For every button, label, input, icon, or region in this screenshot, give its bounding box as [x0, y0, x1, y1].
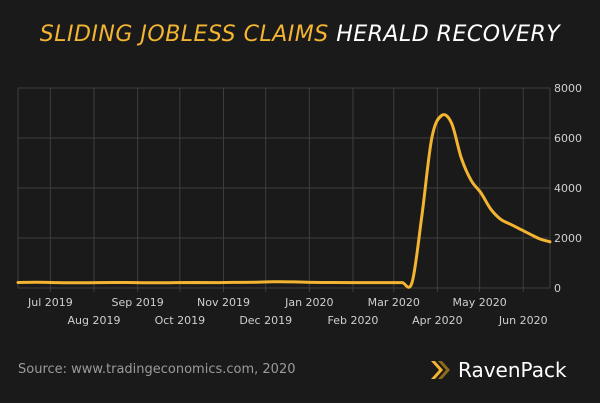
- chart-title: SLIDING JOBLESS CLAIMS HERALD RECOVERY: [0, 22, 600, 47]
- x-tick-label: Aug 2019: [68, 314, 121, 327]
- x-tick-label: Oct 2019: [155, 314, 206, 327]
- y-tick-label: 6000: [554, 132, 582, 145]
- x-tick-label: Jun 2020: [498, 314, 548, 327]
- x-tick-label: Sep 2019: [112, 296, 164, 309]
- x-tick-label: Nov 2019: [197, 296, 250, 309]
- chart-title-main: HERALD RECOVERY: [336, 22, 561, 47]
- x-tick-label: Feb 2020: [327, 314, 378, 327]
- y-tick-label: 8000: [554, 82, 582, 95]
- x-tick-label: Mar 2020: [368, 296, 420, 309]
- ravenpack-logo-text: RavenPack: [458, 358, 567, 382]
- ravenpack-logo-icon: [431, 361, 450, 379]
- ravenpack-logo: RavenPack: [428, 358, 567, 382]
- x-tick-label: Jul 2019: [27, 296, 73, 309]
- y-tick-label: 4000: [554, 182, 582, 195]
- chart-title-accent: SLIDING JOBLESS CLAIMS: [39, 22, 329, 47]
- y-tick-label: 0: [554, 282, 561, 295]
- x-tick-label: Dec 2019: [239, 314, 292, 327]
- x-tick-label: Apr 2020: [412, 314, 463, 327]
- x-tick-label: Jan 2020: [284, 296, 333, 309]
- series-line: [16, 113, 552, 289]
- x-tick-label: May 2020: [453, 296, 507, 309]
- y-tick-label: 2000: [554, 232, 582, 245]
- source-note: Source: www.tradingeconomics.com, 2020: [18, 362, 296, 377]
